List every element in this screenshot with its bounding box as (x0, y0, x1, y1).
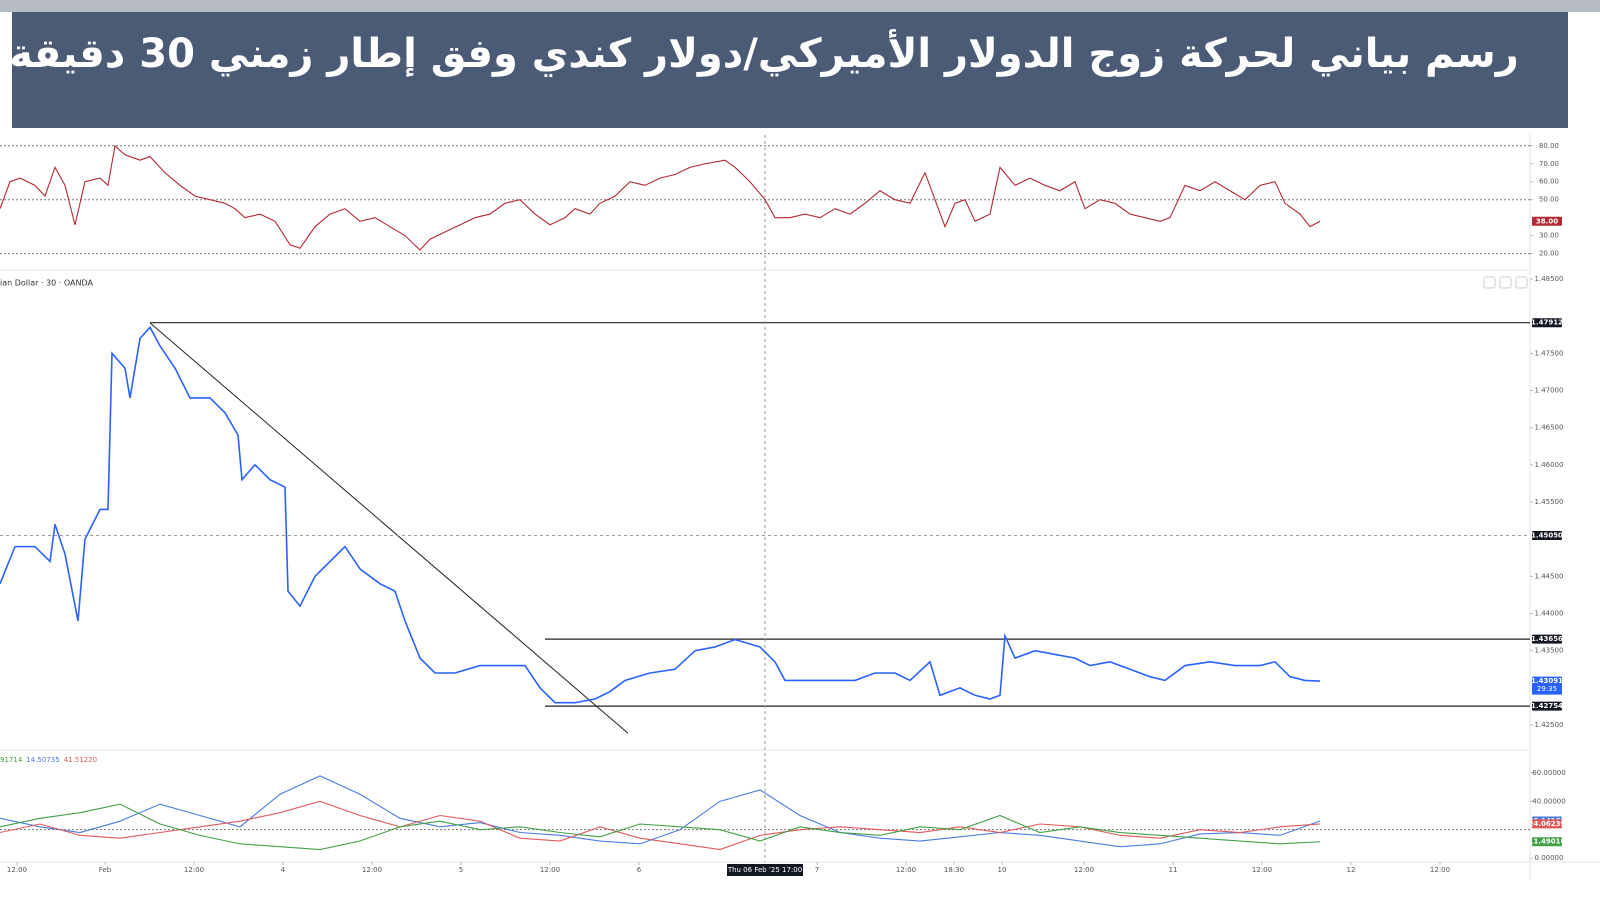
trend-line (149, 322, 629, 734)
y-tick-label: 70.00 (1539, 160, 1559, 168)
x-tick-label: 12:00 (184, 866, 204, 874)
y-tick-label: 1.47500 (1535, 349, 1564, 357)
title-banner (12, 12, 1568, 128)
x-tick-label: 12:00 (540, 866, 560, 874)
crosshair-label-box (1532, 530, 1562, 540)
y-tick-label: 1.48500 (1535, 275, 1564, 283)
y-tick-label: 60.00 (1539, 178, 1559, 186)
last-value-label: 1.43091 (1531, 677, 1563, 685)
last-value-label-extra: 29:35 (1537, 685, 1557, 693)
x-tick-label: 7 (815, 866, 819, 874)
icon-settings[interactable] (1515, 276, 1528, 289)
indicator-legend-value: 14.50735 (26, 756, 59, 764)
y-tick-label: 0.00000 (1535, 854, 1564, 862)
x-tick-label: 10 (998, 866, 1007, 874)
x-tick-label: 12:00 (7, 866, 27, 874)
y-tick-label: 1.44000 (1535, 610, 1564, 618)
last-value-label: 38.00 (1536, 217, 1558, 225)
level-label: 1.47912 (1531, 319, 1563, 327)
series-line (0, 325, 1321, 704)
crosshair-time-box (727, 864, 803, 876)
icon-down[interactable] (1499, 276, 1512, 289)
y-tick-label: 1.46500 (1535, 424, 1564, 432)
last-value-label-box (1532, 837, 1562, 847)
x-tick-label: 6 (637, 866, 642, 874)
level-label-box (1532, 634, 1562, 644)
series-line (0, 803, 1321, 851)
y-tick-label: 40.00000 (1532, 797, 1565, 805)
x-tick-label: 12:00 (1430, 866, 1450, 874)
last-value-label: 11.49016 (1529, 838, 1566, 846)
y-tick-label: 1.47000 (1535, 386, 1564, 394)
level-label-box (1532, 318, 1562, 328)
level-label: 1.43656 (1531, 635, 1563, 643)
level-label-box (1532, 701, 1562, 711)
indicator-legend-value: 41.51220 (64, 756, 97, 764)
y-tick-label: 80.00 (1539, 142, 1559, 150)
last-value-label-box (1532, 216, 1562, 226)
x-tick-label: 12:00 (896, 866, 916, 874)
last-value-label-box (1532, 819, 1562, 829)
indicator-legend-value: 91714 (0, 756, 23, 764)
y-tick-label: 1.42500 (1535, 721, 1564, 729)
last-value-label-box (1532, 676, 1562, 695)
x-tick-label: 12:00 (1252, 866, 1272, 874)
y-tick-label: 50.00 (1539, 196, 1559, 204)
level-label: 1.42754 (1531, 702, 1563, 710)
y-tick-label: 1.44500 (1535, 572, 1564, 580)
top-strip (0, 0, 1600, 12)
y-tick-label: 1.45500 (1535, 498, 1564, 506)
crosshair-label: 1.45050 (1531, 531, 1563, 539)
symbol-legend: ian Dollar · 30 · OANDA (0, 279, 94, 288)
y-tick-label: 30.00 (1539, 232, 1559, 240)
banner-title: رسم بياني لحركة زوج الدولار الأميركي/دول… (9, 28, 1519, 77)
crosshair-time-label: Thu 06 Feb '25 17:00 (727, 866, 802, 874)
x-tick-label: 18:30 (944, 866, 964, 874)
x-tick-label: 11 (1169, 866, 1178, 874)
icon-up[interactable] (1483, 276, 1496, 289)
x-tick-label: 12 (1347, 866, 1356, 874)
series-line (0, 800, 1321, 851)
y-tick-label: 1.43500 (1535, 647, 1564, 655)
toolbar-icons (1483, 276, 1528, 289)
x-tick-label: 12:00 (1074, 866, 1094, 874)
y-tick-label: 1.46000 (1535, 461, 1564, 469)
x-tick-label: 4 (281, 866, 286, 874)
series-line (0, 775, 1321, 848)
x-tick-label: Feb (99, 866, 112, 874)
x-tick-label: 5 (459, 866, 463, 874)
y-tick-label: 20.00 (1539, 250, 1559, 258)
series-line (0, 144, 1321, 251)
last-value-label: 24.06239 (1529, 820, 1566, 828)
y-tick-label: 60.00000 (1532, 769, 1565, 777)
x-tick-label: 12:00 (362, 866, 382, 874)
